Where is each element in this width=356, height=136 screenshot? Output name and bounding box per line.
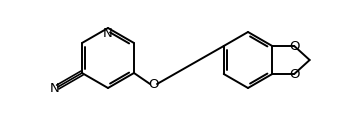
Text: O: O [289,39,299,52]
Text: O: O [148,78,158,90]
Text: N: N [50,83,60,95]
Text: O: O [289,67,299,81]
Text: N: N [103,27,113,40]
